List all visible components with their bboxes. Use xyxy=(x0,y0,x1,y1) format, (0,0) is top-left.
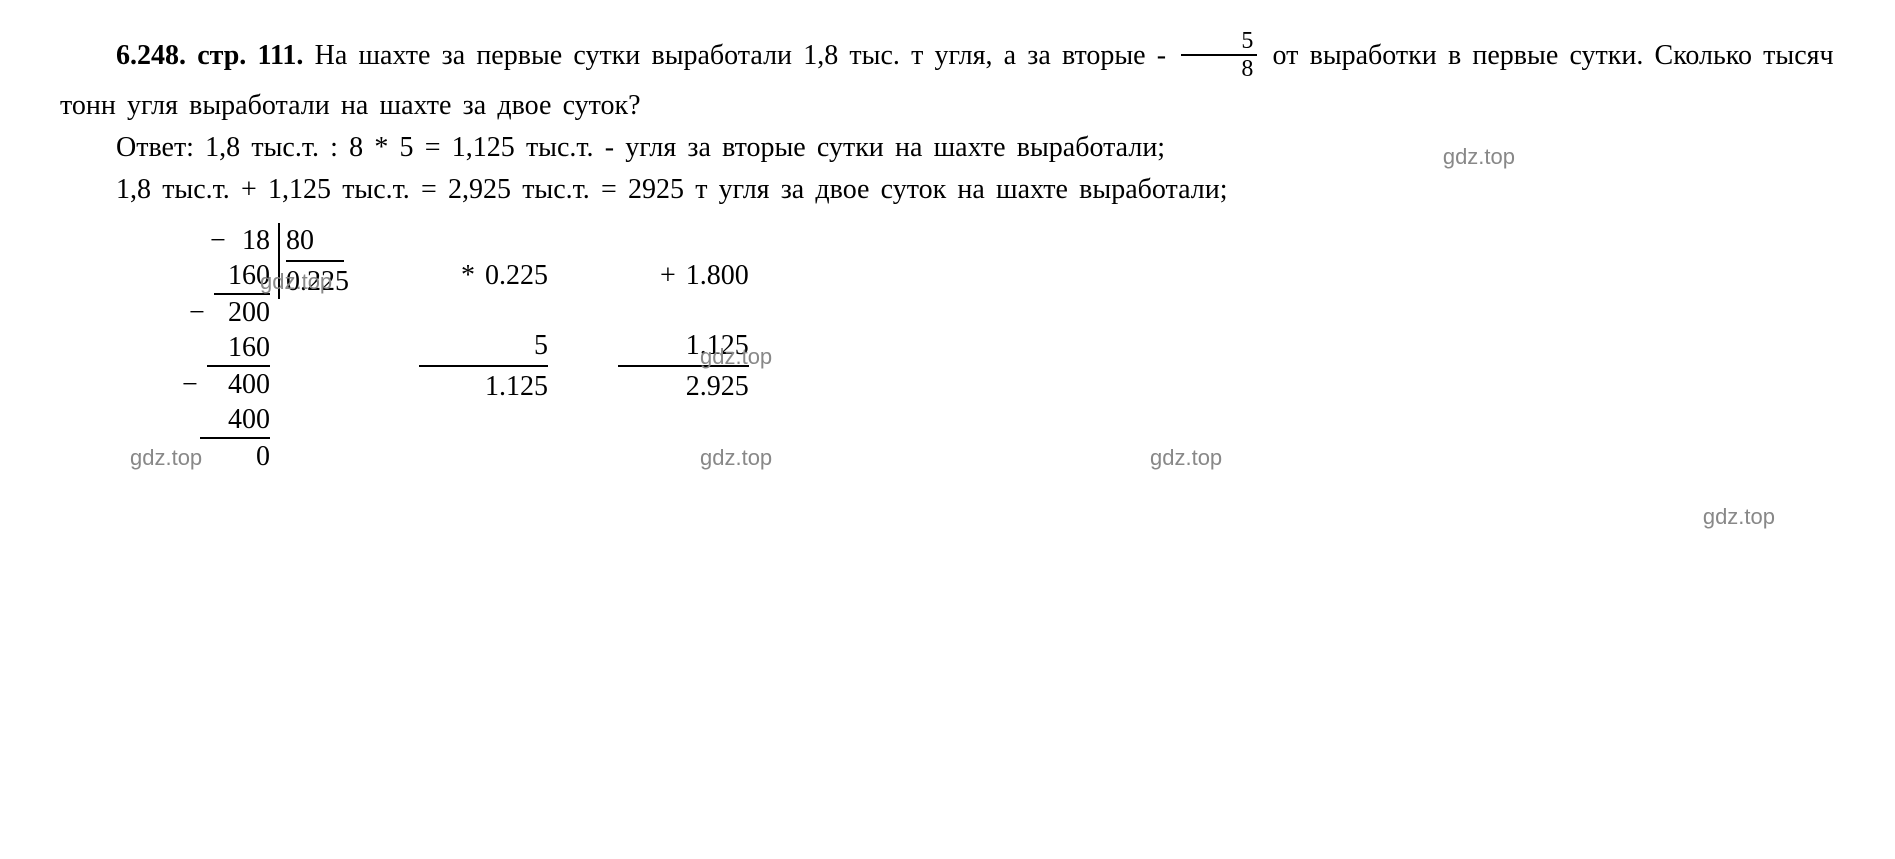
division-step: − 18 xyxy=(228,223,270,258)
answer-line-1: Ответ: 1,8 тыс.т. : 8 * 5 = 1,125 тыс.т.… xyxy=(60,127,1835,169)
minus-sign: − xyxy=(189,295,205,330)
division-step: − 400 xyxy=(200,367,270,402)
division-step-value: 160 xyxy=(207,332,270,363)
watermark: gdz.top xyxy=(1703,500,1775,533)
watermark: gdz.top xyxy=(1443,140,1515,173)
division-step-value: 200 xyxy=(207,297,270,328)
watermark: gdz.top xyxy=(700,441,772,474)
long-division: − 18 160− 200 160− 400 400 0 80 0.225 xyxy=(200,223,349,474)
fraction: 58 xyxy=(1181,28,1257,83)
fraction-denominator: 8 xyxy=(1181,56,1257,82)
multiplication-line xyxy=(419,365,548,367)
plus-symbol: + xyxy=(660,260,676,291)
division-step: − 200 xyxy=(207,295,270,330)
division-step: 160 xyxy=(207,330,270,367)
fraction-numerator: 5 xyxy=(1181,28,1257,56)
division-step: 0 xyxy=(214,439,270,474)
multiplication-row-2: 5 xyxy=(534,328,548,363)
problem-number: 6.248. xyxy=(116,40,186,71)
minus-sign: − xyxy=(182,367,198,402)
addition-result: 2.925 xyxy=(686,369,749,404)
watermark: gdz.top xyxy=(700,340,772,373)
watermark: gdz.top xyxy=(260,265,332,298)
multiplication-result: 1.125 xyxy=(485,369,548,404)
multiply-symbol: * xyxy=(461,260,475,291)
division-step-value: 400 xyxy=(200,369,270,400)
division-step-value: 18 xyxy=(228,225,270,256)
division-divisor: 80 xyxy=(286,223,344,262)
minus-sign: − xyxy=(210,223,226,258)
division-step: 400 xyxy=(200,402,270,439)
division-dividend-column: − 18 160− 200 160− 400 400 0 xyxy=(200,223,270,474)
division-step-value: 400 xyxy=(200,404,270,435)
answer-line-2: 1,8 тыс.т. + 1,125 тыс.т. = 2,925 тыс.т.… xyxy=(60,169,1835,211)
answer-text-1: 1,8 тыс.т. : 8 * 5 = 1,125 тыс.т. - угля… xyxy=(194,132,1165,163)
division-step-value: 0 xyxy=(214,441,270,472)
problem-text-1: На шахте за первые сутки выработали 1,8 … xyxy=(315,40,1178,71)
multiplication-work: * 0.225 5 1.125 xyxy=(419,223,548,404)
watermark: gdz.top xyxy=(130,441,202,474)
addition-row-1: +1.800 xyxy=(618,223,749,328)
answer-text-2: 1,8 тыс.т. + 1,125 тыс.т. = 2,925 тыс.т.… xyxy=(116,174,1228,205)
addition-work: +1.800 1.125 2.925 xyxy=(618,223,749,404)
calculations-area: − 18 160− 200 160− 400 400 0 80 0.225 *0… xyxy=(200,223,1835,474)
watermark: gdz.top xyxy=(1150,441,1222,474)
problem-page-ref: стр. 111. xyxy=(197,40,303,71)
answer-label: Ответ: xyxy=(116,132,194,163)
problem-statement: 6.248. стр. 111. На шахте за первые сутк… xyxy=(60,30,1835,127)
multiplication-row-1: * 0.225 xyxy=(419,223,548,328)
add-operand1: 1.800 xyxy=(686,260,749,291)
mult-operand1: 0.225 xyxy=(485,260,548,291)
